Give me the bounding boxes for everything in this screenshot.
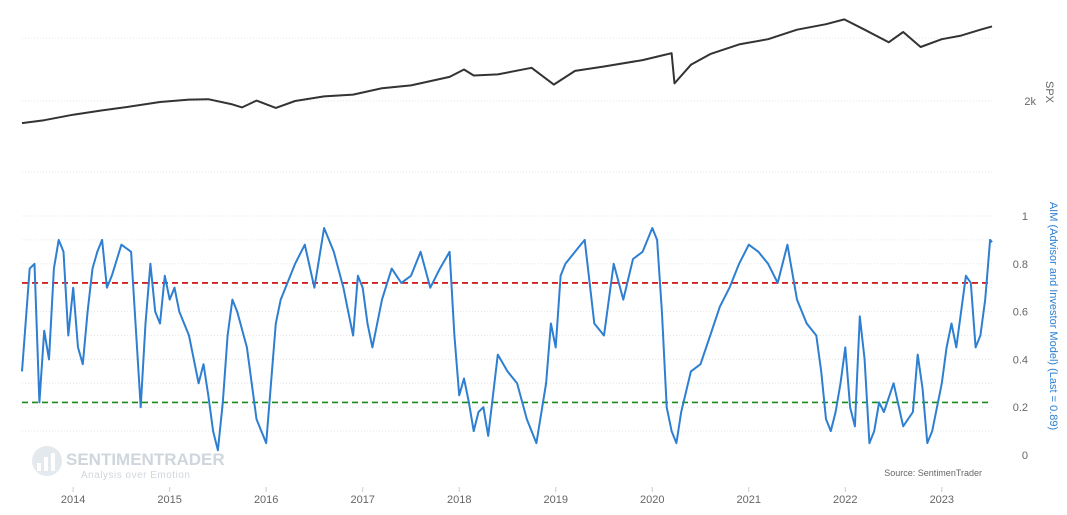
aim-y-tick-label: 0.2 bbox=[1013, 402, 1028, 414]
x-axis-ticks: 2014 2015 2016 2017 2018 2019 2020 2021 2022 2023 bbox=[61, 487, 954, 506]
aim-y-tick-label: 0 bbox=[1022, 450, 1028, 462]
series-layer bbox=[21, 18, 993, 452]
sentimentrader-logo: SENTIMENTRADER Analysis over Emotion bbox=[32, 446, 225, 481]
x-tick-label: 2023 bbox=[930, 494, 954, 506]
x-tick-label: 2014 bbox=[61, 494, 85, 506]
aim-y-tick-label: 1 bbox=[1022, 211, 1028, 223]
spx-axis-title: SPX bbox=[1043, 81, 1055, 104]
x-tick-label: 2019 bbox=[543, 494, 567, 506]
spx-gridlines bbox=[22, 37, 992, 173]
logo-name: SENTIMENTRADER bbox=[66, 450, 225, 469]
source-note: Source: SentimenTrader bbox=[884, 468, 982, 478]
aim-y-axis-ticks: 0 0.2 0.4 0.6 0.8 1 bbox=[1013, 211, 1028, 462]
x-tick-label: 2018 bbox=[447, 494, 471, 506]
aim-series-line bbox=[21, 227, 993, 452]
aim-y-tick-label: 0.4 bbox=[1013, 354, 1028, 366]
x-tick-label: 2020 bbox=[640, 494, 664, 506]
x-tick-label: 2017 bbox=[350, 494, 374, 506]
spx-ytick-label: 2k bbox=[1024, 96, 1036, 108]
spx-series-line bbox=[21, 18, 993, 125]
aim-y-tick-label: 0.8 bbox=[1013, 259, 1028, 271]
x-tick-label: 2015 bbox=[157, 494, 181, 506]
logo-tagline: Analysis over Emotion bbox=[81, 470, 190, 481]
x-tick-label: 2021 bbox=[737, 494, 761, 506]
x-tick-label: 2022 bbox=[833, 494, 857, 506]
x-tick-label: 2016 bbox=[254, 494, 278, 506]
threshold-lines bbox=[22, 282, 992, 404]
aim-gridlines bbox=[22, 215, 992, 432]
aim-y-tick-label: 0.6 bbox=[1013, 307, 1028, 319]
aim-axis-title: AIM (Advisor and Investor Model) (Last =… bbox=[1047, 202, 1059, 430]
